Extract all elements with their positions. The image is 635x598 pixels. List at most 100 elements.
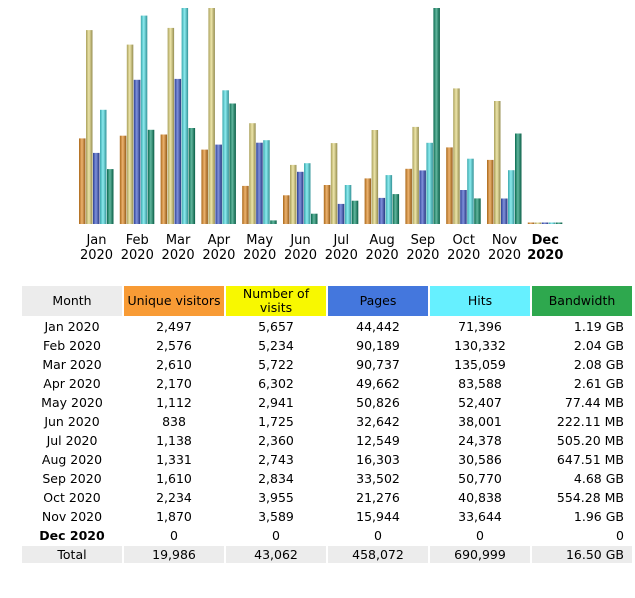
x-axis-year-label-feb: 2020	[121, 248, 154, 263]
bar-hits-may	[263, 140, 270, 224]
bar-pages-nov	[501, 198, 508, 224]
x-axis-month-label-aug: Aug	[369, 233, 394, 248]
bar-number-of-visits-mar	[167, 27, 175, 225]
cell-visitors: 838	[162, 414, 186, 429]
cell-hits: 33,644	[458, 509, 502, 524]
bar-bandwidth-gb-sep	[433, 8, 440, 224]
bar-hits-jun	[304, 163, 311, 224]
cell-hits: 24,378	[458, 433, 502, 448]
cell-bandwidth: 2.61 GB	[573, 376, 624, 391]
table-row: Nov 2020 1,870 3,589 15,944 33,644 1.96 GB	[22, 508, 632, 525]
x-axis-month-label-dec: Dec	[532, 233, 559, 248]
cell-pages: 12,549	[356, 433, 400, 448]
cell-bandwidth: 2.04 GB	[573, 338, 624, 353]
total-visits: 43,062	[226, 546, 326, 563]
cell-visitors: 1,138	[156, 433, 192, 448]
x-axis-month-label-nov: Nov	[492, 233, 518, 248]
cell-bandwidth: 77.44 MB	[564, 395, 624, 410]
bar-number-of-visits-jun	[290, 164, 297, 224]
bar-unique-visitors-mar	[160, 134, 168, 224]
total-visitors: 19,986	[124, 546, 224, 563]
header-unique-visitors: Unique visitors	[124, 286, 224, 316]
bar-unique-visitors-dec	[527, 222, 535, 224]
x-axis-month-label-jan: Jan	[85, 233, 106, 248]
cell-month: Aug 2020	[41, 452, 103, 467]
bar-bandwidth-gb-jun	[311, 213, 318, 224]
cell-bandwidth: 554.28 MB	[556, 490, 624, 505]
bar-unique-visitors-jul	[323, 185, 331, 224]
cell-month: Dec 2020	[39, 528, 105, 543]
bar-unique-visitors-oct	[446, 147, 453, 224]
bar-pages-may	[256, 142, 263, 224]
x-axis-year-label-may: 2020	[243, 248, 276, 263]
cell-month: Jul 2020	[46, 433, 98, 448]
x-axis-month-label-may: May	[246, 233, 273, 248]
cell-month: May 2020	[41, 395, 103, 410]
cell-visits: 2,834	[258, 471, 294, 486]
bar-bandwidth-gb-feb	[147, 129, 155, 224]
cell-visitors: 2,576	[156, 338, 192, 353]
bar-hits-jul	[344, 185, 352, 224]
cell-pages: 90,737	[356, 357, 400, 372]
cell-visits: 3,589	[258, 509, 294, 524]
bar-pages-sep	[419, 170, 426, 224]
cell-month: Mar 2020	[42, 357, 102, 372]
bar-unique-visitors-may	[242, 185, 249, 224]
cell-visits: 2,941	[258, 395, 294, 410]
total-row: Total 19,986 43,062 458,072 690,999 16.5…	[22, 546, 632, 563]
cell-hits: 52,407	[458, 395, 502, 410]
cell-visits: 0	[272, 528, 280, 543]
x-axis-year-label-apr: 2020	[202, 248, 235, 263]
table-row: Feb 2020 2,576 5,234 90,189 130,332 2.04 GB	[22, 337, 632, 354]
cell-visits: 3,955	[258, 490, 294, 505]
x-axis-month-label-apr: Apr	[208, 233, 231, 248]
bar-pages-jun	[297, 171, 304, 224]
table-row: Dec 2020 0 0 0 0 0	[22, 527, 632, 544]
header-hits: Hits	[430, 286, 530, 316]
table-row: Aug 2020 1,331 2,743 16,303 30,586 647.51 MB	[22, 451, 632, 468]
cell-pages: 50,826	[356, 395, 400, 410]
total-hits: 690,999	[430, 546, 530, 563]
bar-bandwidth-gb-mar	[188, 128, 196, 224]
bar-pages-jan	[93, 152, 100, 224]
x-axis-month-label-feb: Feb	[126, 233, 149, 248]
x-axis-year-label-oct: 2020	[447, 248, 480, 263]
bar-pages-oct	[460, 190, 467, 224]
cell-month: Jan 2020	[44, 319, 100, 334]
bar-pages-feb	[133, 79, 141, 224]
cell-pages: 16,303	[356, 452, 400, 467]
x-axis-month-label-oct: Oct	[452, 233, 474, 248]
header-month: Month	[22, 286, 122, 316]
x-axis-year-label-jun: 2020	[284, 248, 317, 263]
cell-bandwidth: 647.51 MB	[556, 452, 624, 467]
bar-hits-dec	[548, 222, 556, 224]
x-axis-month-label-sep: Sep	[411, 233, 436, 248]
bar-unique-visitors-nov	[487, 159, 494, 224]
cell-visitors: 1,870	[156, 509, 192, 524]
bar-hits-feb	[140, 15, 148, 224]
cell-visitors: 1,112	[156, 395, 192, 410]
table-row: Mar 2020 2,610 5,722 90,737 135,059 2.08 GB	[22, 356, 632, 373]
bar-hits-aug	[385, 175, 393, 224]
cell-hits: 130,332	[454, 338, 506, 353]
x-axis-month-label-mar: Mar	[166, 233, 191, 248]
cell-visitors: 1,331	[156, 452, 192, 467]
header-bandwidth: Bandwidth	[532, 286, 632, 316]
bar-hits-jan	[100, 109, 107, 224]
bar-number-of-visits-apr	[208, 8, 215, 224]
total-bandwidth: 16.50 GB	[532, 546, 632, 563]
cell-pages: 90,189	[356, 338, 400, 353]
table-row: Apr 2020 2,170 6,302 49,662 83,588 2.61 GB	[22, 375, 632, 392]
bar-unique-visitors-jan	[79, 138, 86, 224]
table-row: May 2020 1,112 2,941 50,826 52,407 77.44 MB	[22, 394, 632, 411]
header-number-of-visits: Number of visits	[226, 286, 326, 316]
cell-hits: 135,059	[454, 357, 506, 372]
header-pages: Pages	[328, 286, 428, 316]
cell-hits: 40,838	[458, 490, 502, 505]
cell-visits: 2,360	[258, 433, 294, 448]
bar-number-of-visits-aug	[371, 130, 379, 224]
x-axis-month-label-jun: Jun	[289, 233, 310, 248]
bar-number-of-visits-nov	[494, 101, 501, 224]
total-label: Total	[22, 546, 122, 563]
table-row: Jul 2020 1,138 2,360 12,549 24,378 505.20 MB	[22, 432, 632, 449]
